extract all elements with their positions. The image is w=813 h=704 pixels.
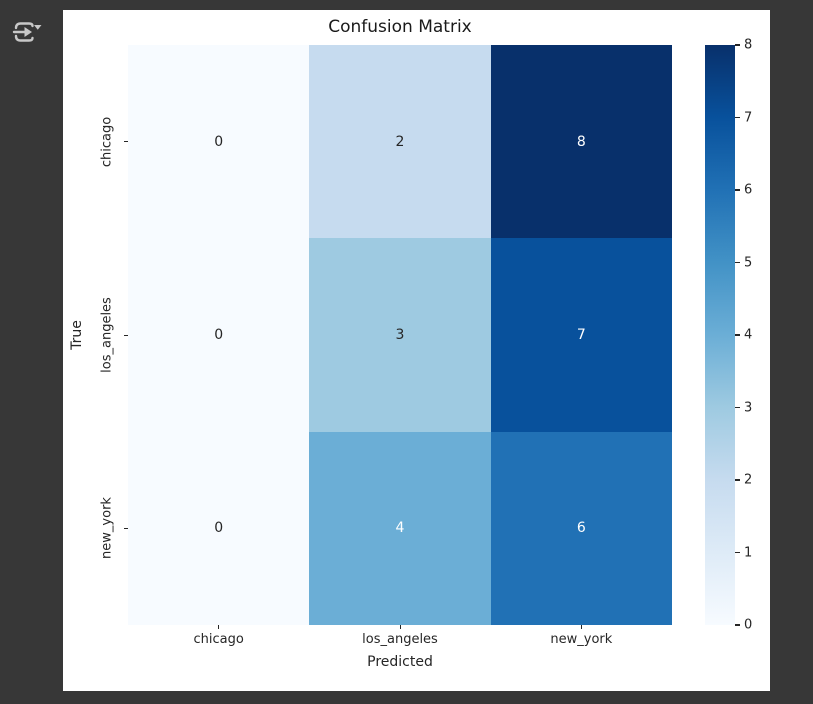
colorbar-tick-mark [735,189,740,191]
colorbar-tick-label: 8 [744,37,753,53]
colorbar-tick-mark [735,624,740,626]
x-tick-label: new_york [550,632,613,647]
cell-value: 4 [395,520,405,537]
cell-value: 0 [214,133,224,150]
y-tick-label: new_york [99,497,115,560]
y-tick-label: los_angeles [99,297,115,373]
colorbar-tick-label: 1 [744,545,753,560]
colorbar-tick-label: 5 [744,255,753,270]
y-tick-mark [124,141,128,143]
colorbar-tick-label: 3 [744,400,753,415]
heatmap-axes: 0 2 8 0 3 7 0 4 6 [128,45,672,625]
cell-value: 0 [214,520,224,537]
arrow-into-bracket-dropdown-icon [12,22,42,42]
heatmap-cell: 8 [490,45,672,239]
cell-value: 6 [576,520,586,537]
output-presentation-button[interactable] [10,16,44,48]
colorbar-tick-mark [735,44,740,46]
colorbar-tick-mark [735,116,740,119]
x-tick-mark [399,625,401,629]
y-tick-mark [124,334,128,336]
heatmap-cell: 3 [309,238,491,432]
cell-value: 7 [576,326,586,343]
heatmap-cell: 6 [490,431,672,625]
colorbar-tick-label: 6 [744,182,753,198]
cell-value: 2 [395,133,405,150]
y-tick-mark [124,527,128,529]
cell-value: 8 [576,133,586,150]
colorbar-tick-label: 2 [744,472,753,488]
heatmap-cell: 0 [128,45,310,239]
chart-title: Confusion Matrix [328,17,472,37]
x-tick-mark [218,625,220,629]
x-tick-label: chicago [193,632,244,647]
x-tick-label: los_angeles [362,632,438,647]
colorbar-tick-mark [735,479,740,481]
y-tick-label: chicago [99,116,115,167]
colorbar-tick-label: 4 [744,327,753,343]
colorbar [705,45,735,625]
cell-value: 0 [214,326,224,343]
colorbar-tick-mark [735,261,740,264]
confusion-matrix-figure: Confusion Matrix True 0 2 8 0 3 7 0 4 6 chicago l… [63,10,770,691]
y-axis-label: True [69,320,85,350]
colorbar-tick-label: 0 [744,617,753,633]
colorbar-tick-mark [735,334,740,336]
colorbar-tick-label: 7 [744,110,753,125]
cell-value: 3 [395,326,405,343]
x-axis-label: Predicted [367,654,433,670]
heatmap-cell: 4 [309,431,491,625]
colorbar-tick-mark [735,551,740,554]
heatmap-cell: 0 [128,238,310,432]
heatmap-cell: 7 [490,238,672,432]
x-tick-mark [580,625,582,629]
colorbar-tick-mark [735,406,740,409]
heatmap-cell: 2 [309,45,491,239]
heatmap-cell: 0 [128,431,310,625]
